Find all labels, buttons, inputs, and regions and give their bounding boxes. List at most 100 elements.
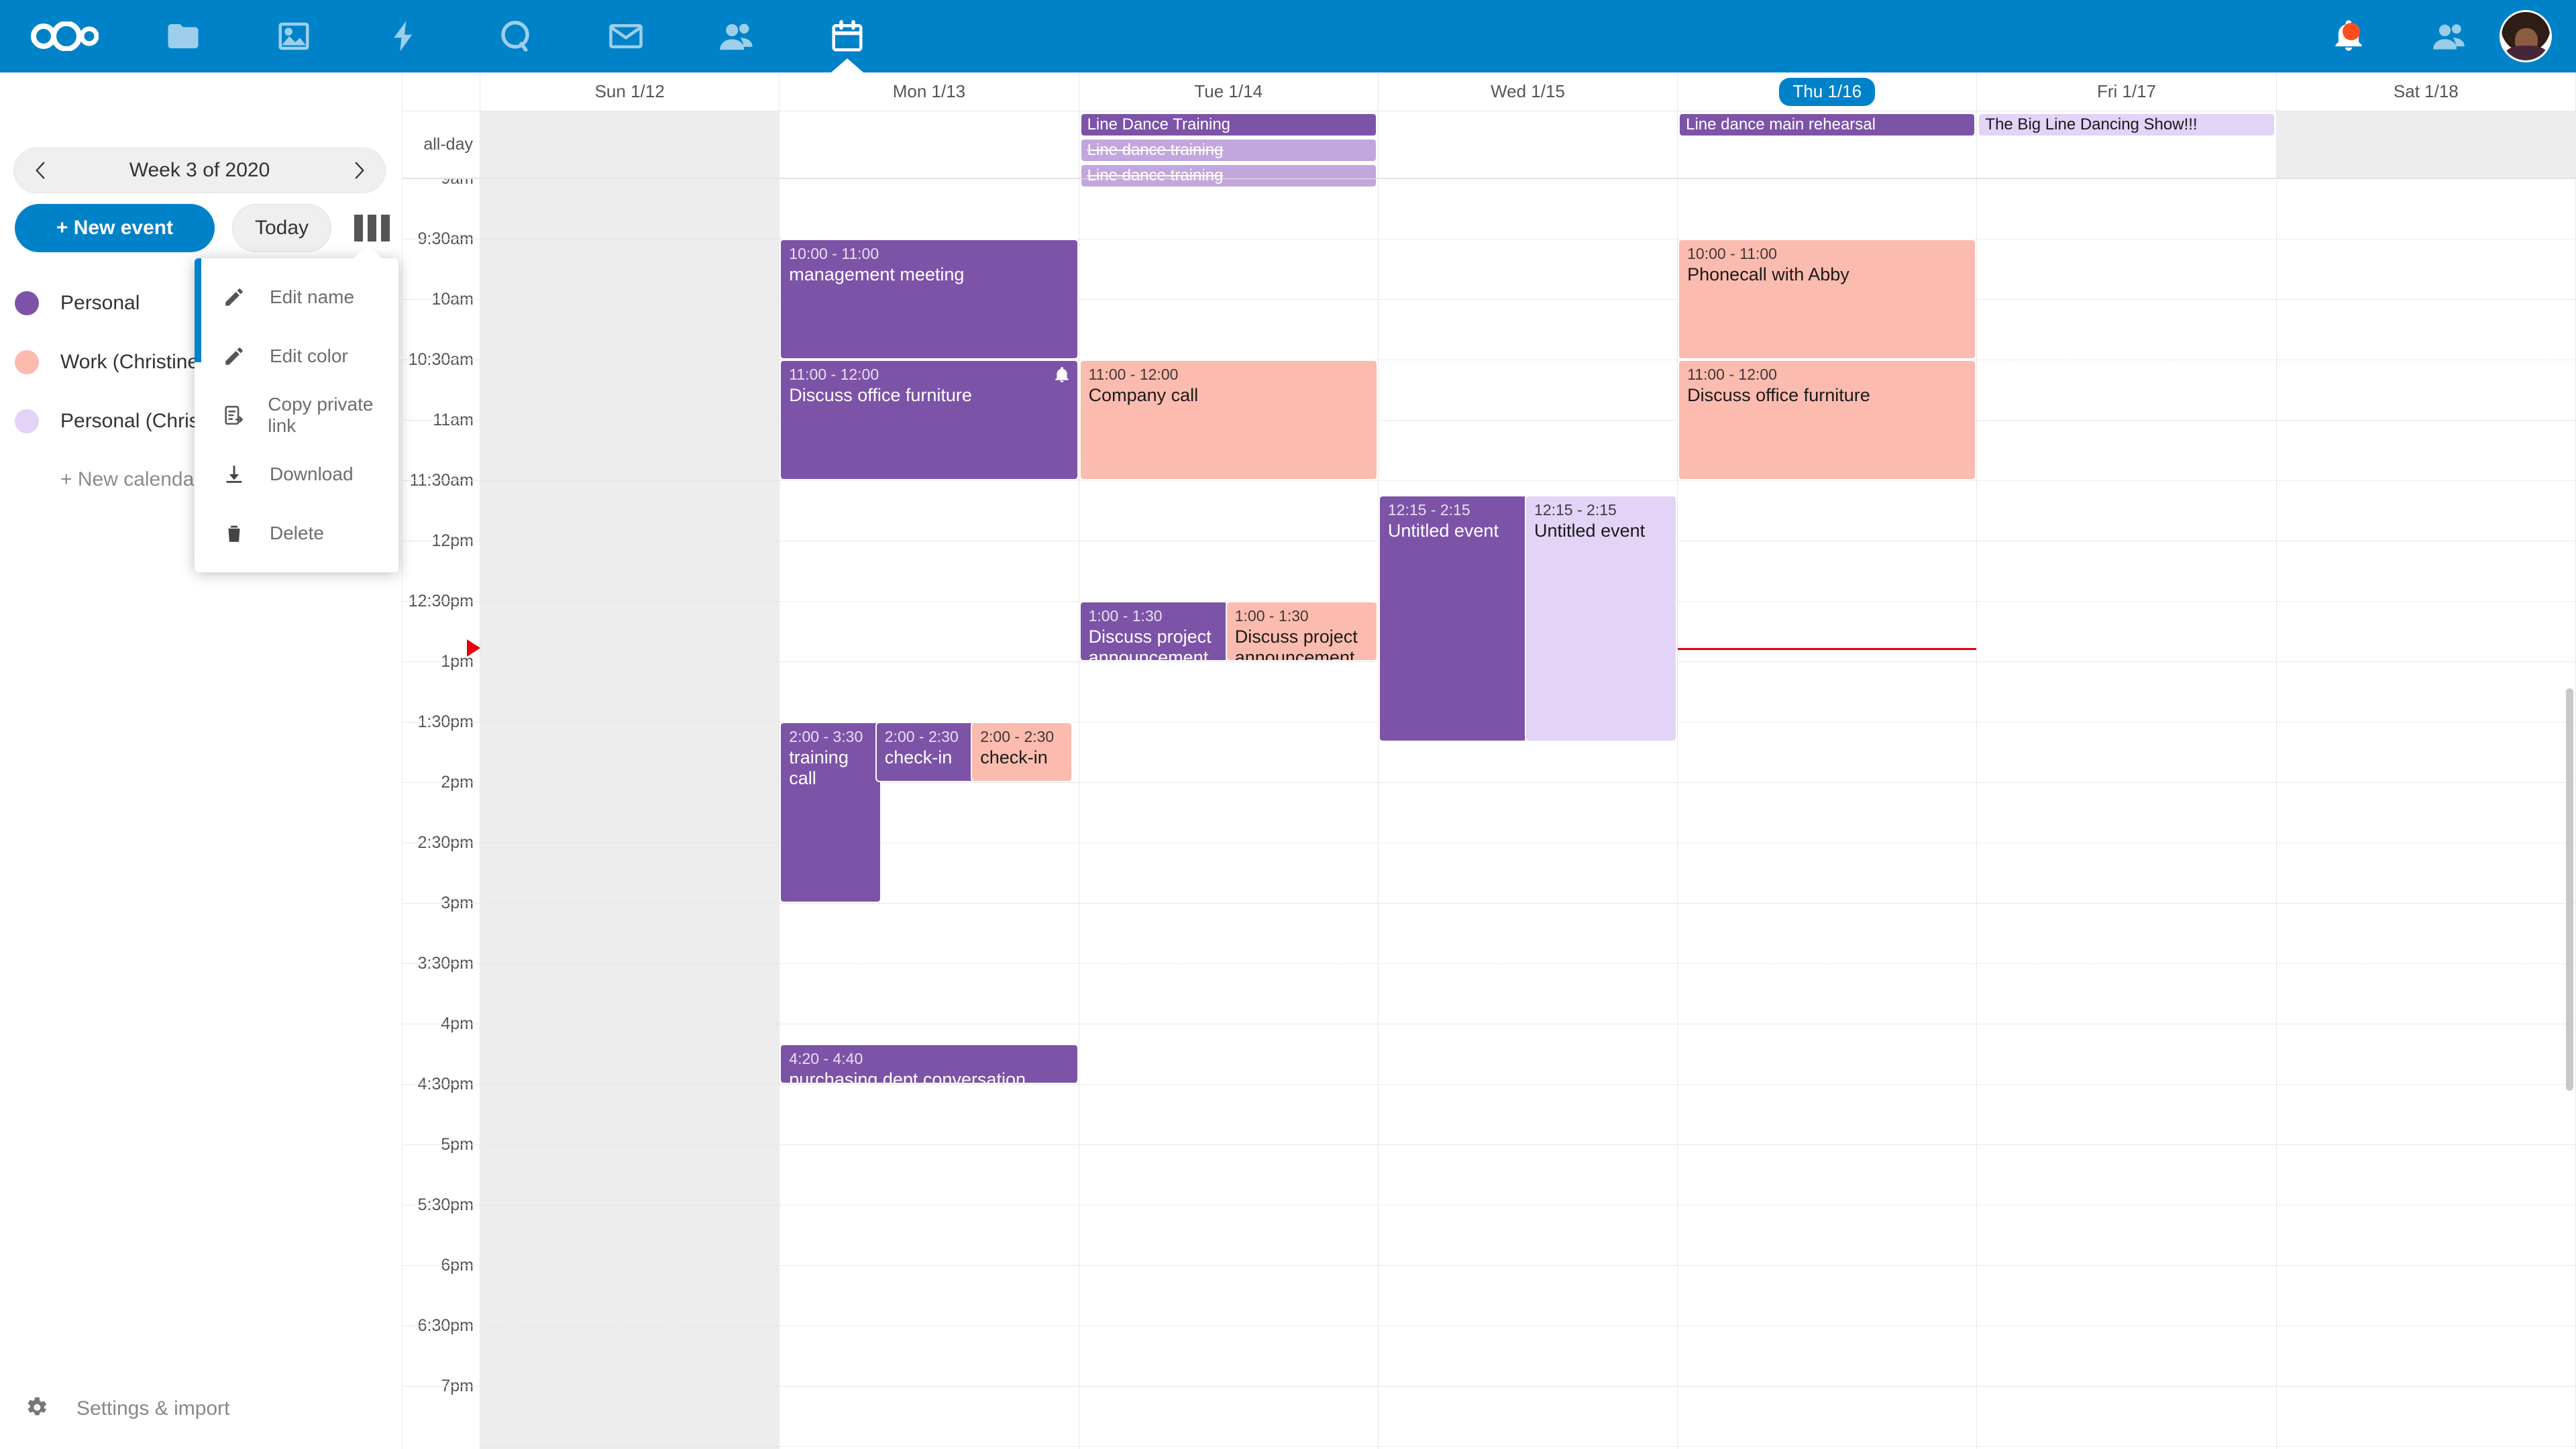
event-time: 2:00 - 3:30 bbox=[789, 728, 863, 745]
gutter-hour-line bbox=[402, 420, 480, 421]
clipboard-link-icon bbox=[219, 404, 248, 427]
event-title: check-in bbox=[980, 747, 1048, 767]
all-day-cell-tue[interactable]: Line Dance Training Line dance training … bbox=[1079, 111, 1379, 186]
menu-item-edit-color[interactable]: Edit color bbox=[195, 327, 398, 386]
calendar-event[interactable]: 2:00 - 2:30 check-in bbox=[971, 722, 1073, 782]
grid-line bbox=[1678, 1386, 1977, 1387]
new-event-button[interactable]: + New event bbox=[15, 204, 215, 252]
grid-line bbox=[780, 661, 1079, 662]
day-header-mon[interactable]: Mon 1/13 bbox=[780, 72, 1079, 111]
menu-item-edit-name[interactable]: Edit name bbox=[195, 268, 398, 327]
contacts-menu-icon[interactable] bbox=[2399, 0, 2500, 72]
calendar-event[interactable]: 10:00 - 11:00 management meeting bbox=[780, 239, 1079, 360]
mail-icon[interactable] bbox=[570, 0, 681, 72]
week-view-toggle[interactable] bbox=[354, 215, 390, 241]
day-column[interactable] bbox=[480, 178, 780, 1449]
time-slot: 6:30pm bbox=[402, 1316, 480, 1386]
grid-line bbox=[1378, 299, 1678, 300]
calendar-event[interactable]: 1:00 - 1:30 Discuss project announcement bbox=[1225, 601, 1378, 661]
day-column[interactable]: 10:00 - 11:00 Phonecall with Abby 11:00 - … bbox=[1678, 178, 1978, 1449]
event-time: 10:00 - 11:00 bbox=[789, 245, 879, 262]
menu-item-delete[interactable]: Delete bbox=[195, 504, 398, 563]
contacts-icon[interactable] bbox=[681, 0, 792, 72]
nextcloud-logo[interactable] bbox=[0, 0, 127, 72]
user-avatar[interactable] bbox=[2500, 10, 2552, 62]
notification-badge bbox=[2343, 23, 2360, 40]
all-day-event[interactable]: Line dance training bbox=[1081, 140, 1376, 161]
settings-and-import-button[interactable]: Settings & import bbox=[0, 1381, 402, 1437]
all-day-event[interactable]: Line dance training bbox=[1081, 165, 1376, 186]
grid-line bbox=[1977, 1084, 2276, 1085]
day-header-wed[interactable]: Wed 1/15 bbox=[1379, 72, 1678, 111]
calendar-event[interactable]: 12:15 - 2:15 Untitled event bbox=[1525, 495, 1678, 742]
grid-line bbox=[780, 178, 1079, 179]
day-header-thu[interactable]: Thu 1/16 bbox=[1678, 72, 1978, 111]
grid-line bbox=[1977, 1446, 2276, 1447]
grid-line bbox=[780, 1265, 1079, 1266]
previous-week-button[interactable] bbox=[13, 148, 67, 193]
grid-line bbox=[1977, 601, 2276, 602]
grid-line bbox=[780, 1084, 1079, 1085]
event-time: 1:00 - 1:30 bbox=[1234, 607, 1309, 625]
calendar-event[interactable]: 12:15 - 2:15 Untitled event bbox=[1378, 495, 1528, 742]
talk-icon[interactable] bbox=[460, 0, 570, 72]
day-column[interactable]: 11:00 - 12:00 Company call 1:00 - 1:30 Disc… bbox=[1079, 178, 1379, 1449]
day-column[interactable]: 12:15 - 2:15 Untitled event 12:15 - 2:15 Un… bbox=[1378, 178, 1678, 1449]
grid-line bbox=[1079, 1386, 1378, 1387]
grid-line bbox=[1977, 1144, 2276, 1145]
new-calendar-button[interactable]: + New calendar bbox=[60, 468, 201, 490]
calendar-icon[interactable] bbox=[792, 0, 902, 72]
day-column[interactable]: 10:00 - 11:00 management meeting 11:00 - 1… bbox=[780, 178, 1079, 1449]
all-day-cell-sat[interactable] bbox=[2276, 111, 2576, 178]
time-slot: 11am bbox=[402, 411, 480, 480]
files-icon[interactable] bbox=[127, 0, 238, 72]
calendar-list-item[interactable]: Personal (Christi bbox=[0, 392, 402, 451]
calendar-event[interactable]: 10:00 - 11:00 Phonecall with Abby bbox=[1678, 239, 1977, 360]
grid-line bbox=[1079, 1446, 1378, 1447]
photos-icon[interactable] bbox=[238, 0, 349, 72]
grid-line bbox=[1977, 782, 2276, 783]
notifications-button[interactable] bbox=[2298, 0, 2399, 72]
calendar-event[interactable]: 11:00 - 12:00 Discuss office furniture bbox=[780, 360, 1079, 480]
day-column[interactable] bbox=[1977, 178, 2277, 1449]
vertical-scrollbar[interactable] bbox=[2566, 688, 2573, 1091]
grid-line bbox=[480, 1386, 780, 1387]
grid-line bbox=[480, 1446, 780, 1447]
next-week-button[interactable] bbox=[332, 148, 386, 193]
calendar-event[interactable]: 1:00 - 1:30 Discuss project announcement bbox=[1079, 601, 1229, 661]
day-header-fri[interactable]: Fri 1/17 bbox=[1977, 72, 2277, 111]
day-header-sat[interactable]: Sat 1/18 bbox=[2277, 72, 2576, 111]
day-column[interactable] bbox=[2276, 178, 2576, 1449]
gutter-hour-line bbox=[402, 480, 480, 481]
calendar-list-item[interactable]: Work (Christine S bbox=[0, 333, 402, 392]
current-time-line bbox=[1678, 648, 1977, 650]
day-header-sun[interactable]: Sun 1/12 bbox=[480, 72, 780, 111]
all-day-cell-thu[interactable]: Line dance main rehearsal bbox=[1678, 111, 1978, 178]
all-day-cell-mon[interactable] bbox=[780, 111, 1079, 178]
calendar-event[interactable]: 11:00 - 12:00 Company call bbox=[1079, 360, 1378, 480]
all-day-event[interactable]: Line dance main rehearsal bbox=[1680, 114, 1975, 136]
menu-item-copy-private-link[interactable]: Copy private link bbox=[195, 386, 398, 445]
menu-item-download[interactable]: Download bbox=[195, 445, 398, 504]
all-day-cell-wed[interactable] bbox=[1379, 111, 1678, 178]
today-button[interactable]: Today bbox=[232, 204, 331, 252]
calendar-color-dot bbox=[15, 291, 39, 315]
day-header-tue[interactable]: Tue 1/14 bbox=[1079, 72, 1379, 111]
calendar-event[interactable]: 2:00 - 2:30 check-in bbox=[875, 722, 977, 782]
all-day-cell-fri[interactable]: The Big Line Dancing Show!!! bbox=[1977, 111, 2277, 178]
calendar-event[interactable]: 4:20 - 4:40 purchasing dept conversation bbox=[780, 1044, 1079, 1084]
calendar-event[interactable]: 11:00 - 12:00 Discuss office furniture bbox=[1678, 360, 1977, 480]
all-day-event[interactable]: Line Dance Training bbox=[1081, 114, 1376, 136]
grid-line bbox=[780, 903, 1079, 904]
event-title: management meeting bbox=[789, 264, 965, 284]
grid-line bbox=[1678, 178, 1977, 179]
grid-line bbox=[480, 963, 780, 964]
all-day-event[interactable]: The Big Line Dancing Show!!! bbox=[1979, 114, 2274, 136]
activity-icon[interactable] bbox=[349, 0, 460, 72]
all-day-cell-sun[interactable] bbox=[480, 111, 780, 178]
calendar-color-dot bbox=[15, 350, 39, 374]
calendar-event[interactable]: 2:00 - 3:30 training call bbox=[780, 722, 881, 903]
time-grid-scroll[interactable]: 9am 9:30am 10am 10:30am 11am 11:30am 12pm 12:30… bbox=[402, 178, 2576, 1449]
grid-line bbox=[1977, 480, 2276, 481]
grid-line bbox=[2276, 1386, 2575, 1387]
